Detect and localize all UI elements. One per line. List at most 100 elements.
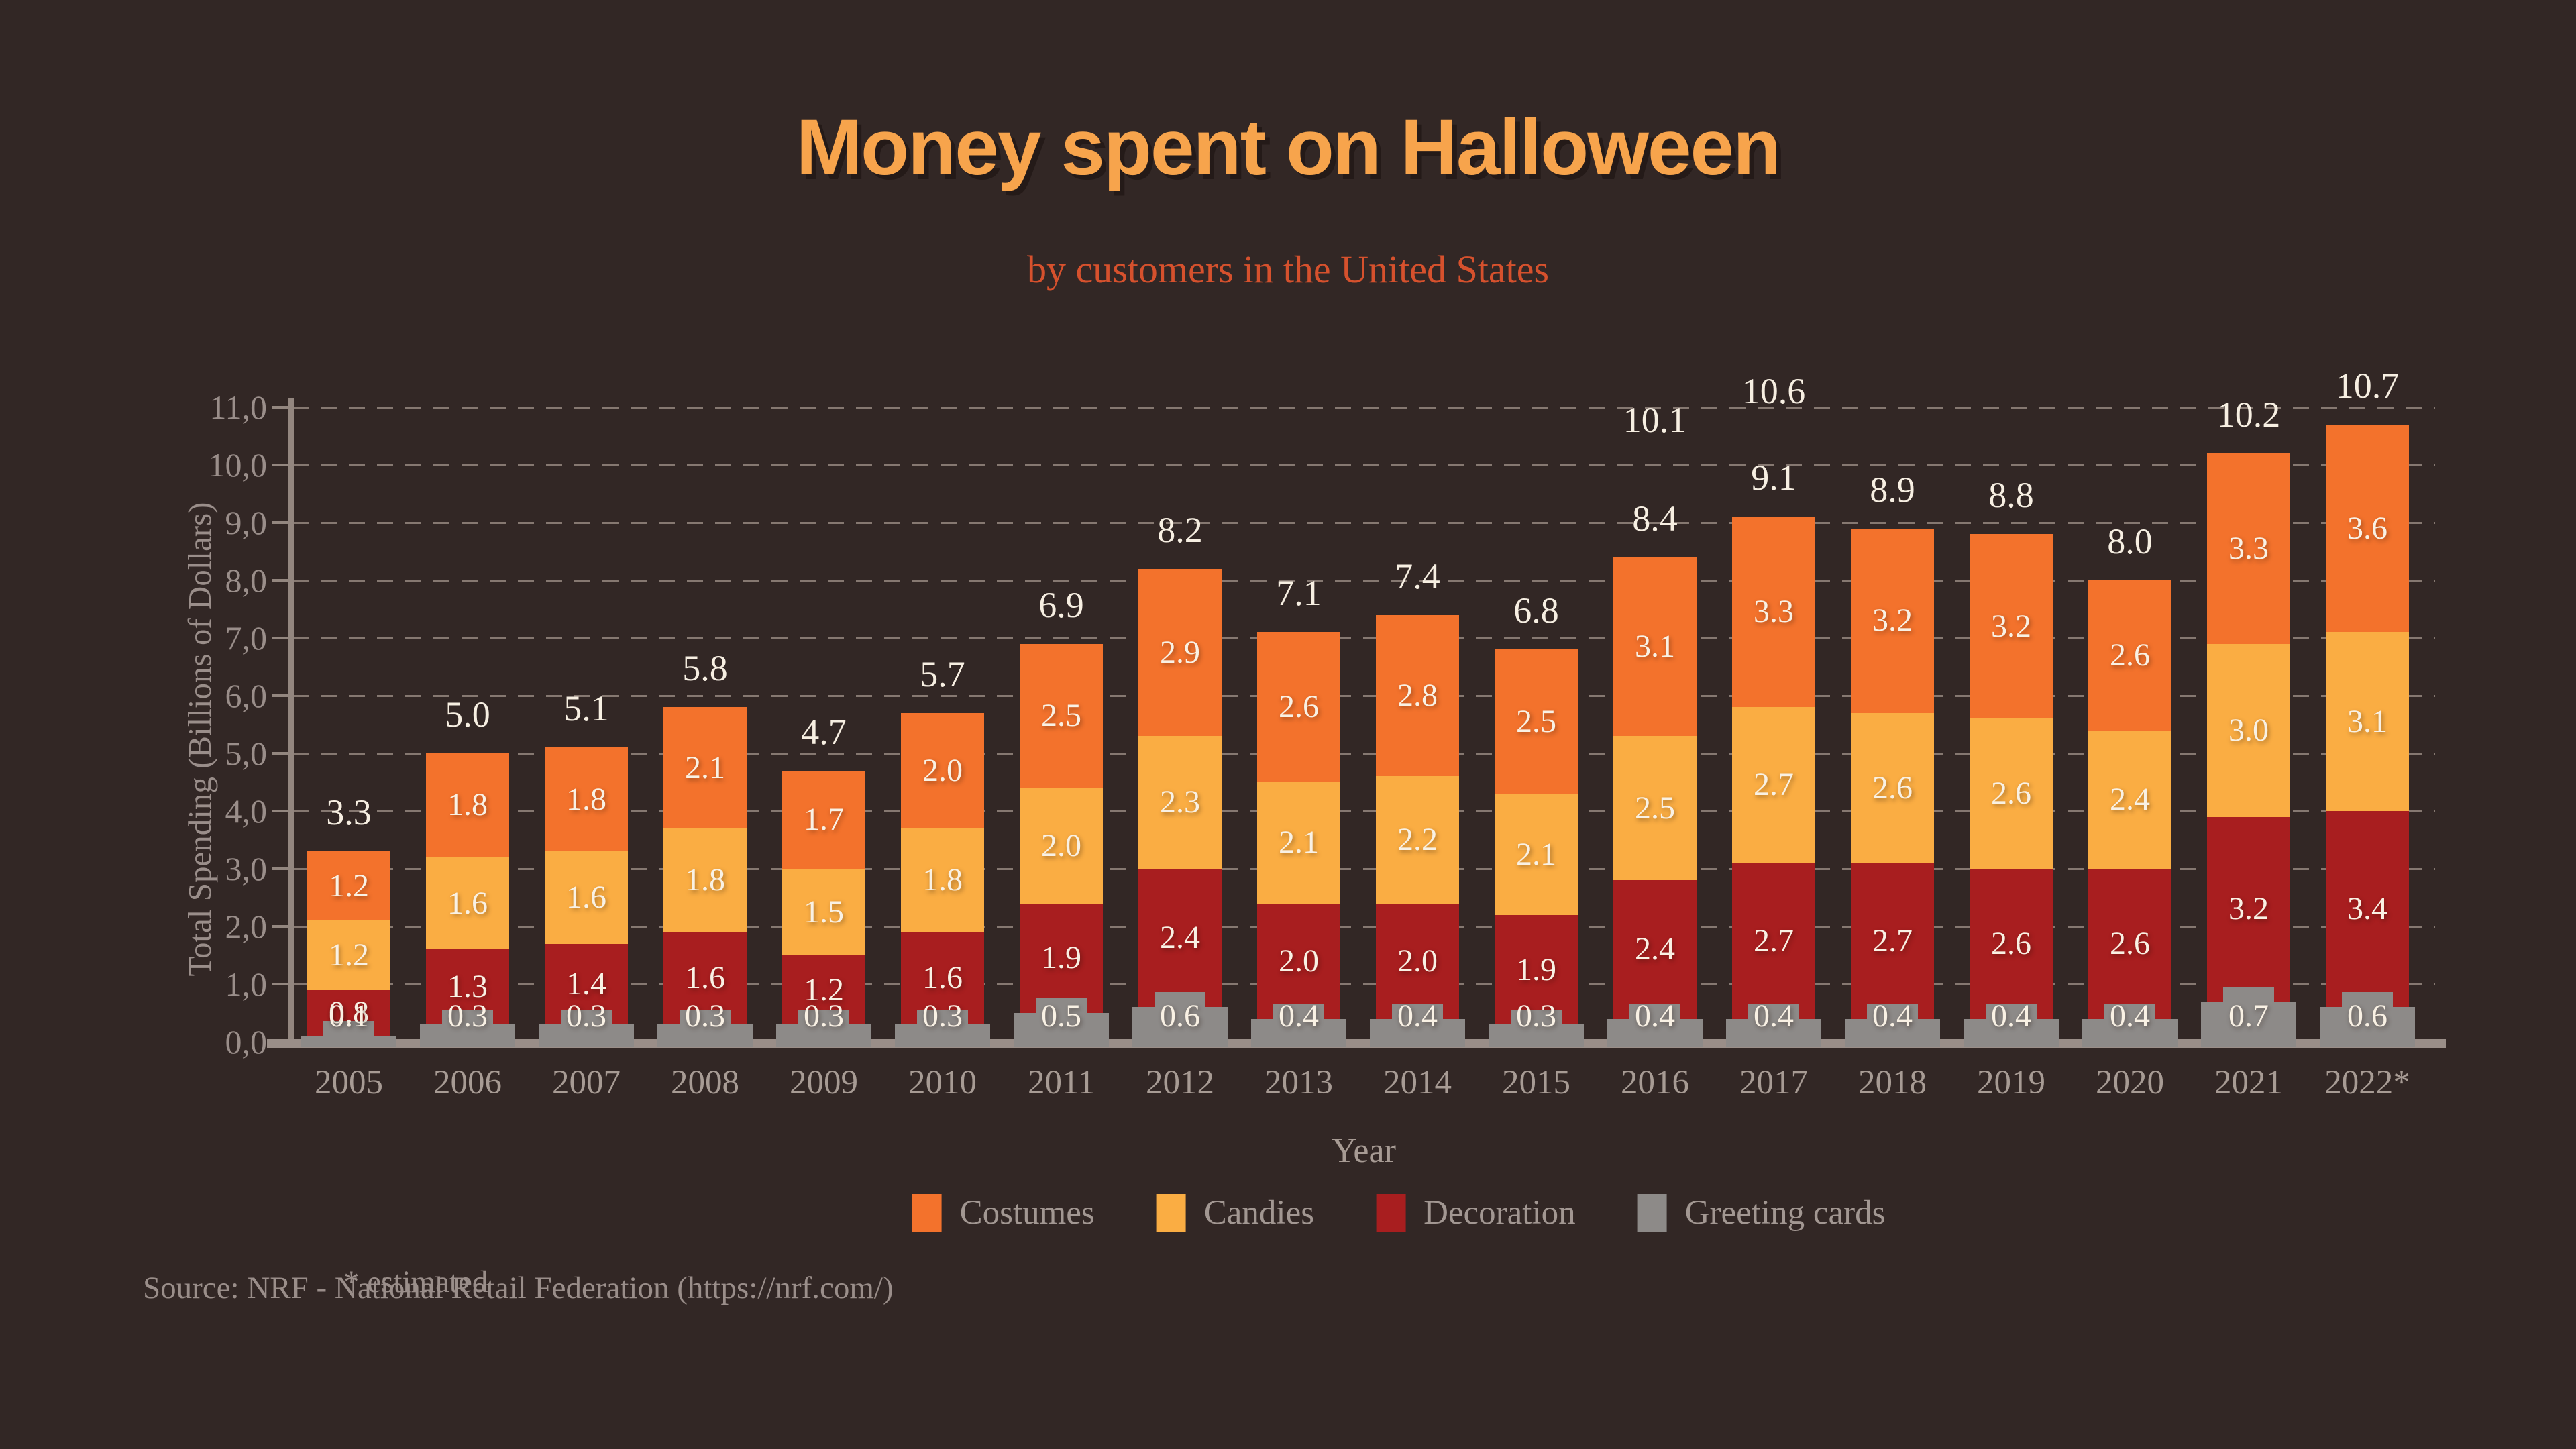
y-tick-label-9: 9,0: [225, 504, 268, 541]
bar-segment-decoration-2021: [2207, 816, 2290, 1002]
y-tick-5: [272, 752, 293, 755]
total-value-2013: 7.1: [1276, 573, 1322, 614]
total-value-2010: 5.7: [920, 653, 965, 694]
x-axis-label-2010: 2010: [908, 1064, 977, 1102]
bar-segment-greeting-cards-notch-2010: [917, 1010, 968, 1025]
bar-segment-greeting-cards-2019: [1964, 1018, 2059, 1047]
segment-value-costumes-2018: 3.2: [1872, 602, 1913, 639]
segment-value-candies-2015: 2.1: [1516, 836, 1556, 872]
y-tick-label-0: 0,0: [225, 1023, 268, 1061]
bar-segment-candies-2020: [2088, 730, 2171, 869]
total-value-2005: 3.3: [326, 792, 372, 833]
bar-segment-costumes-2021: [2207, 453, 2290, 644]
x-axis-label-2018: 2018: [1858, 1064, 1927, 1102]
legend-label: Candies: [1203, 1194, 1315, 1232]
x-axis-label-2015: 2015: [1502, 1064, 1570, 1102]
legend: Costumes Candies Decoration Greeting cards: [912, 1193, 1885, 1233]
bar-segment-greeting-cards-2013: [1251, 1018, 1346, 1047]
x-axis-label-2008: 2008: [671, 1064, 739, 1102]
segment-value-candies-2009: 1.5: [804, 894, 844, 930]
bar-segment-costumes-2017: [1732, 517, 1815, 708]
total-value-2009: 4.7: [801, 711, 847, 752]
segment-value-decoration-2021: 3.2: [2229, 891, 2269, 927]
legend-label: Decoration: [1424, 1194, 1576, 1232]
segment-value-greeting-cards-2020: 0.4: [2110, 998, 2150, 1034]
bar-segment-decoration-2011: [1020, 903, 1103, 1013]
bar-segment-candies-2009: [782, 869, 865, 955]
bar-segment-greeting-cards-notch-2005: [323, 1021, 374, 1036]
y-tick-4: [272, 810, 293, 812]
gridline-6: [292, 695, 2435, 697]
segment-value-greeting-cards-2010: 0.3: [922, 998, 963, 1034]
bar-segment-decoration-2012: [1138, 869, 1222, 1008]
segment-value-costumes-2022*: 3.6: [2347, 510, 2387, 546]
bar-segment-greeting-cards-2010: [895, 1024, 990, 1047]
segment-value-candies-2018: 2.6: [1872, 769, 1913, 806]
bar-segment-greeting-cards-2015: [1489, 1024, 1584, 1047]
total-value-2020: 8.0: [2107, 521, 2153, 561]
bar-segment-costumes-2014: [1376, 614, 1459, 777]
bar-segment-greeting-cards-2017: [1726, 1018, 1821, 1047]
segment-value-decoration-2018: 2.7: [1872, 922, 1913, 959]
segment-value-candies-2012: 2.3: [1160, 784, 1200, 820]
total-value-2011: 6.9: [1038, 584, 1084, 625]
bar-segment-candies-2015: [1495, 794, 1578, 915]
y-tick-label-11: 11,0: [209, 388, 267, 426]
total-value-2007: 5.1: [564, 688, 609, 729]
segment-value-greeting-cards-2012: 0.6: [1160, 998, 1200, 1034]
gridline-11: [292, 407, 2435, 409]
segment-value-costumes-2014: 2.8: [1397, 678, 1438, 713]
legend-swatch-icon: [912, 1193, 942, 1232]
total-value-2006: 5.0: [445, 694, 490, 735]
bar-segment-candies-2008: [663, 828, 747, 932]
bar-segment-greeting-cards-2021: [2201, 1001, 2296, 1047]
bar-segment-decoration-2018: [1851, 863, 1934, 1019]
segment-value-decoration-2009: 1.2: [804, 971, 844, 1008]
segment-value-costumes-2008: 2.1: [685, 749, 725, 786]
segment-value-candies-2010: 1.8: [922, 862, 963, 898]
legend-item-candies: Candies: [1156, 1193, 1315, 1233]
bar-segment-candies-2012: [1138, 736, 1222, 869]
bar-segment-greeting-cards-2016: [1607, 1018, 1703, 1047]
segment-value-costumes-2005: 1.2: [329, 867, 369, 904]
bar-segment-greeting-cards-notch-2006: [442, 1010, 493, 1025]
segment-value-greeting-cards-2022*: 0.6: [2347, 998, 2387, 1034]
x-axis-label-2007: 2007: [552, 1064, 621, 1102]
annotation-10.6: 10.6: [1741, 371, 1806, 412]
segment-value-decoration-2013: 2.0: [1279, 943, 1319, 979]
bar-segment-greeting-cards-notch-2017: [1748, 1004, 1799, 1019]
segment-value-costumes-2011: 2.5: [1041, 698, 1081, 734]
x-axis-label-2011: 2011: [1027, 1064, 1095, 1102]
segment-value-costumes-2013: 2.6: [1279, 689, 1319, 725]
gridline-10: [292, 464, 2435, 466]
total-value-2019: 8.8: [1988, 475, 2034, 516]
bar-segment-costumes-2013: [1257, 632, 1340, 782]
y-tick-label-4: 4,0: [225, 792, 268, 830]
x-axis-label-2012: 2012: [1146, 1064, 1214, 1102]
bar-segment-costumes-2008: [663, 707, 747, 828]
segment-value-decoration-2006: 1.3: [447, 969, 488, 1005]
bar-segment-greeting-cards-2022*: [2320, 1007, 2415, 1047]
bar-segment-candies-2018: [1851, 712, 1934, 863]
bar-segment-decoration-2019: [1970, 869, 2053, 1019]
bar-segment-greeting-cards-notch-2015: [1511, 1010, 1562, 1025]
segment-value-decoration-2008: 1.6: [685, 960, 725, 996]
bar-segment-costumes-2015: [1495, 649, 1578, 794]
y-tick-7: [272, 637, 293, 639]
bar-segment-candies-2017: [1732, 707, 1815, 863]
gridline-8: [292, 580, 2435, 582]
segment-value-decoration-2011: 1.9: [1041, 940, 1081, 976]
segment-value-greeting-cards-2013: 0.4: [1279, 998, 1319, 1034]
x-axis-label-2016: 2016: [1621, 1064, 1689, 1102]
bar-segment-greeting-cards-notch-2011: [1036, 998, 1087, 1013]
bar-segment-decoration-2015: [1495, 914, 1578, 1025]
y-axis-line: [288, 398, 294, 1048]
bar-segment-greeting-cards-notch-2007: [561, 1010, 612, 1025]
segment-value-costumes-2017: 3.3: [1754, 594, 1794, 630]
bar-segment-costumes-2006: [426, 753, 509, 857]
y-tick-label-5: 5,0: [225, 735, 268, 772]
segment-value-greeting-cards-2019: 0.4: [1991, 998, 2031, 1034]
legend-swatch-icon: [1156, 1193, 1186, 1232]
bar-segment-decoration-2016: [1613, 880, 1697, 1019]
bar-segment-greeting-cards-notch-2019: [1986, 1004, 2037, 1019]
